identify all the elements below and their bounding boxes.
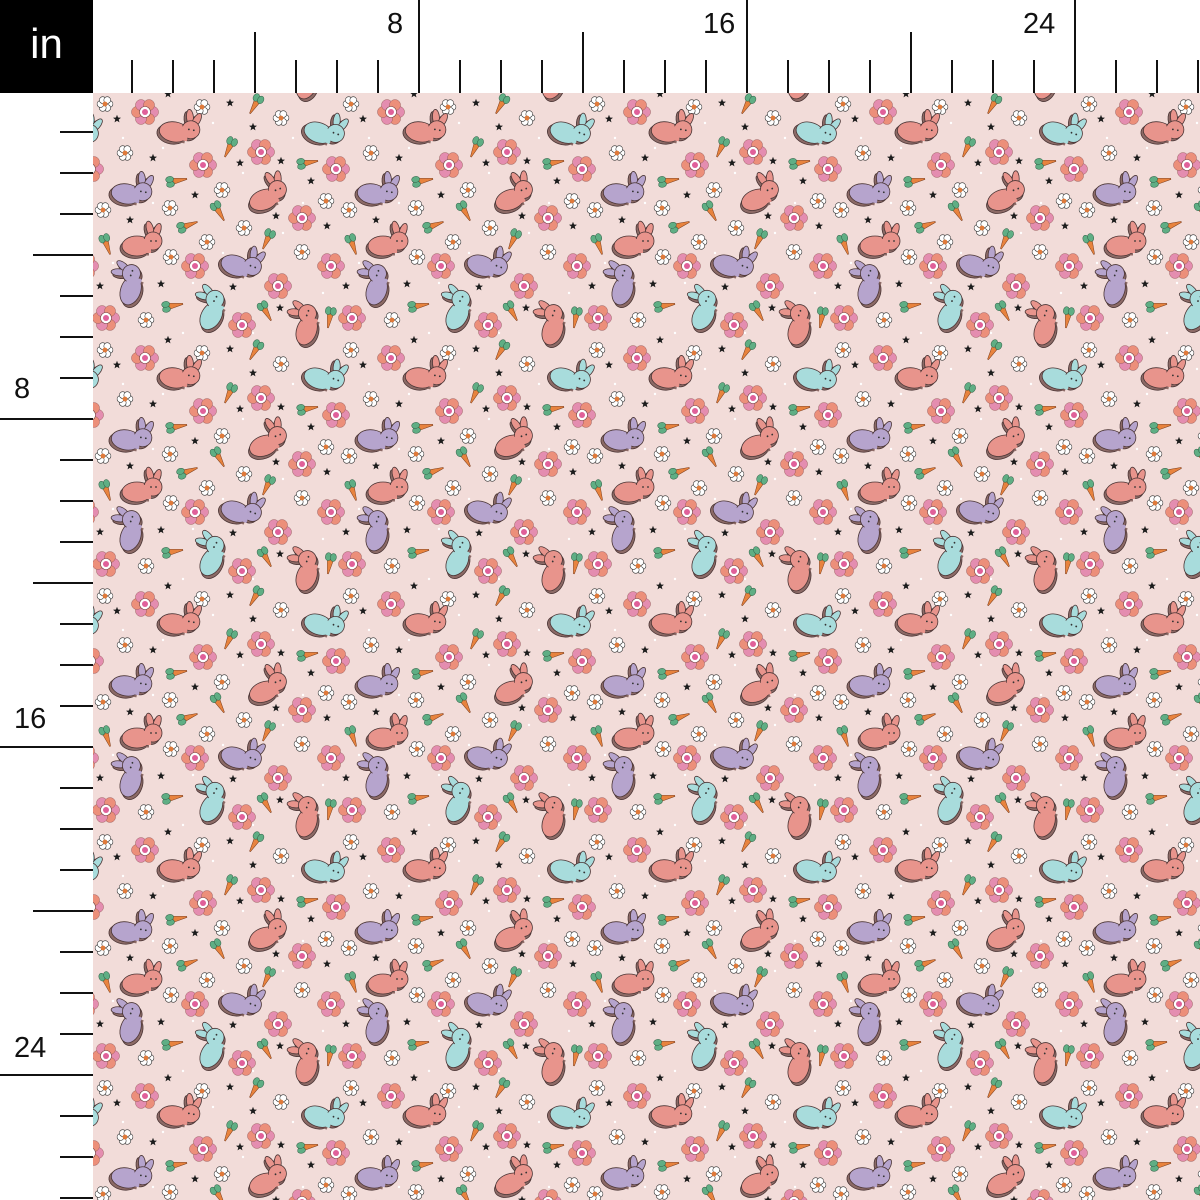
left-ruler — [0, 131, 93, 1199]
top-ruler-label-8: 8 — [387, 8, 404, 40]
pattern-area — [93, 93, 1200, 1200]
left-ruler-label-24: 24 — [14, 1032, 47, 1064]
unit-label: in — [0, 0, 93, 93]
top-ruler-label-24: 24 — [1023, 8, 1056, 40]
top-ruler-label-16: 16 — [703, 8, 736, 40]
left-ruler-label-16: 16 — [14, 703, 47, 735]
left-ruler-label-8: 8 — [14, 373, 31, 405]
top-ruler — [131, 0, 1199, 93]
